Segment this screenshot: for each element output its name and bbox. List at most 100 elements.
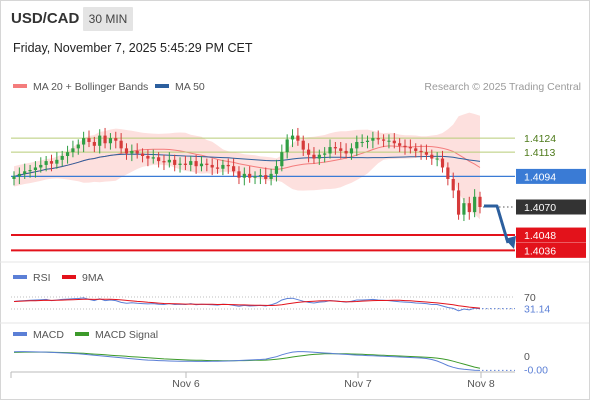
support-level-tag bbox=[516, 227, 586, 243]
candle-body bbox=[189, 161, 193, 165]
candle-body bbox=[440, 158, 445, 168]
pivot-level-tag bbox=[516, 168, 586, 184]
candle-body bbox=[226, 164, 230, 167]
candle-body bbox=[424, 152, 429, 155]
x-axis-tick-label: Nov 8 bbox=[467, 378, 495, 390]
timeframe-badge[interactable]: 30 MIN bbox=[83, 7, 133, 31]
candle-body bbox=[264, 175, 268, 179]
candle-body bbox=[371, 138, 375, 141]
candle-body bbox=[269, 173, 273, 179]
candle-body bbox=[205, 163, 209, 165]
rsi-level-70-label: 70 bbox=[524, 292, 536, 304]
candle-body bbox=[414, 148, 418, 151]
candle-body bbox=[210, 164, 214, 168]
candle-body bbox=[114, 138, 118, 141]
candle-body bbox=[49, 161, 54, 164]
rsi-ma-line bbox=[13, 298, 481, 309]
candle-body bbox=[398, 143, 402, 146]
candle-body bbox=[183, 163, 188, 165]
candle-body bbox=[365, 140, 370, 142]
legend-ma20-swatch bbox=[13, 84, 27, 88]
symbol-title: USD/CAD bbox=[11, 10, 80, 27]
candle-body bbox=[403, 145, 407, 148]
candle-body bbox=[23, 171, 27, 174]
legend-macd-label: MACD bbox=[33, 329, 64, 341]
candle-body bbox=[306, 149, 311, 155]
legend-macd-signal-label: MACD Signal bbox=[95, 329, 158, 341]
candle-body bbox=[344, 150, 348, 154]
candle-body bbox=[55, 159, 59, 164]
rsi-last-value-label: 31.14 bbox=[524, 304, 550, 316]
candle-body bbox=[194, 161, 198, 167]
candle-body bbox=[130, 150, 134, 154]
candle-body bbox=[274, 166, 279, 174]
candle-body bbox=[473, 196, 477, 213]
candle-body bbox=[33, 167, 38, 171]
candle-body bbox=[157, 157, 161, 162]
candle-body bbox=[290, 135, 295, 140]
legend-macd-signal-swatch bbox=[75, 332, 89, 336]
last-price-label: 1.4070 bbox=[524, 202, 556, 214]
candle-body bbox=[119, 140, 123, 149]
support-level-label: 1.4036 bbox=[524, 245, 556, 257]
candle-body bbox=[328, 147, 332, 154]
candle-body bbox=[44, 161, 48, 165]
macd-line bbox=[13, 351, 481, 371]
resistance-level-label: 1.4124 bbox=[524, 133, 556, 145]
support-level-tag bbox=[516, 242, 586, 258]
candle-body bbox=[451, 178, 455, 191]
candle-body bbox=[242, 173, 246, 178]
legend-ma20-label: MA 20 + Bollinger Bands bbox=[33, 81, 148, 93]
candle-body bbox=[349, 148, 354, 154]
legend-rsi-ma-swatch bbox=[62, 275, 76, 279]
candle-body bbox=[419, 150, 423, 153]
candle-body bbox=[65, 152, 70, 156]
x-axis-tick-label: Nov 6 bbox=[172, 378, 200, 390]
candle-body bbox=[108, 138, 113, 144]
candle-body bbox=[60, 156, 64, 160]
macd-last-value-label: -0.00 bbox=[524, 364, 548, 376]
legend-ma50-swatch bbox=[155, 84, 169, 88]
candle-body bbox=[237, 171, 241, 178]
candle-body bbox=[296, 135, 300, 141]
candle-body bbox=[478, 196, 482, 207]
candle-body bbox=[162, 161, 166, 163]
forecast-arrow-head bbox=[505, 236, 516, 249]
candle-body bbox=[17, 173, 21, 177]
candle-body bbox=[462, 203, 466, 215]
candle-body bbox=[82, 138, 86, 145]
candle-body bbox=[151, 157, 155, 159]
rsi-line bbox=[13, 297, 481, 312]
forecast-arrow-shaft bbox=[484, 204, 510, 244]
last-price-tag bbox=[516, 199, 586, 215]
candle-body bbox=[381, 139, 386, 141]
candle-body bbox=[12, 176, 16, 179]
date-time-label: Friday, November 7, 2025 5:45:29 PM CET bbox=[13, 41, 253, 55]
candle-body bbox=[430, 154, 434, 159]
pivot-level-label: 1.4094 bbox=[524, 171, 556, 183]
candle-body bbox=[376, 138, 380, 140]
candle-body bbox=[178, 163, 182, 165]
candle-body bbox=[103, 135, 107, 144]
macd-zero-label: 0 bbox=[524, 351, 530, 363]
candle-body bbox=[323, 153, 327, 155]
candle-body bbox=[232, 166, 236, 172]
candle-body bbox=[435, 158, 439, 160]
candle-body bbox=[71, 148, 75, 153]
bollinger-band bbox=[14, 112, 480, 220]
x-axis-tick-label: Nov 7 bbox=[344, 378, 372, 390]
candle-body bbox=[173, 159, 177, 165]
candle-body bbox=[146, 156, 150, 159]
candle-body bbox=[408, 147, 412, 149]
candle-body bbox=[301, 140, 305, 150]
candle-body bbox=[87, 138, 91, 142]
candle-body bbox=[199, 163, 204, 167]
legend-rsi-ma-label: 9MA bbox=[82, 272, 104, 284]
candle-body bbox=[355, 141, 359, 149]
candle-body bbox=[317, 154, 321, 159]
candle-body bbox=[333, 147, 337, 149]
legend-rsi-swatch bbox=[13, 275, 27, 279]
legend-macd-swatch bbox=[13, 332, 27, 336]
candle-body bbox=[280, 152, 284, 167]
